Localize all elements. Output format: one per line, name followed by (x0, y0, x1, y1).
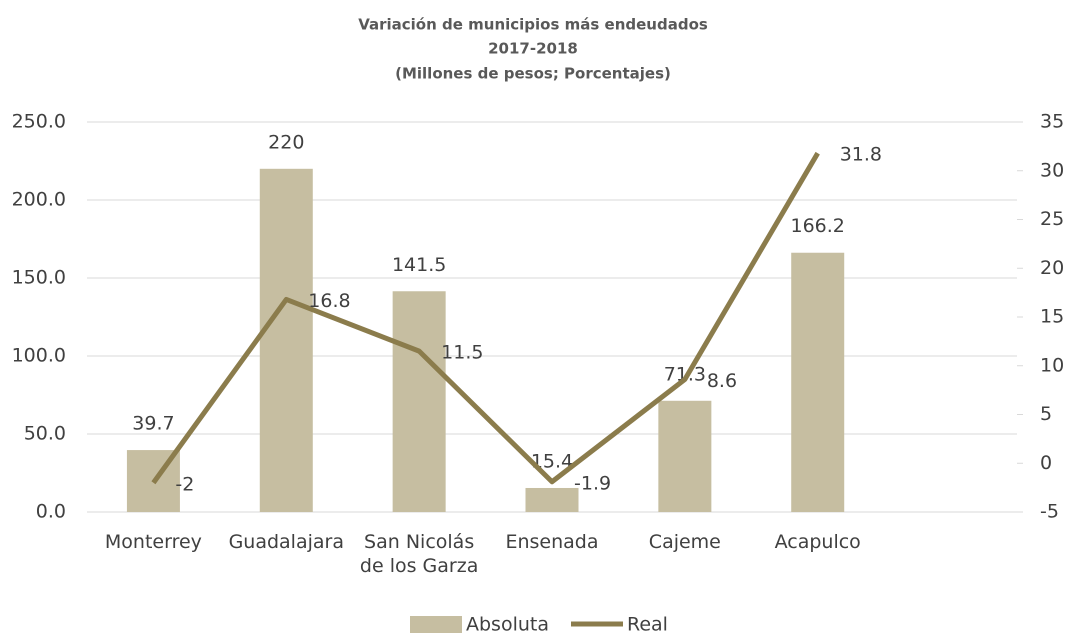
y2-tick-label: 10 (1040, 354, 1064, 376)
line-value-label: 16.8 (308, 290, 350, 312)
x-tick-label: Acapulco (774, 531, 861, 553)
y2-tick-label: 5 (1040, 403, 1052, 425)
bar-value-label: 220 (268, 131, 304, 153)
y-tick-label: 0.0 (36, 501, 66, 523)
y2-tick-label: 20 (1040, 257, 1064, 279)
y-tick-label: 100.0 (12, 345, 66, 367)
y-tick-label: 250.0 (12, 111, 66, 133)
y-tick-label: 200.0 (12, 189, 66, 211)
legend-swatch (410, 616, 462, 633)
line (151, 151, 820, 485)
chart-units: (Millones de pesos; Porcentajes) (395, 65, 671, 83)
y2-tick-label: 35 (1040, 111, 1064, 133)
bar (392, 291, 446, 512)
bar-value-label: 39.7 (132, 413, 174, 435)
legend-label: Absoluta (466, 614, 549, 635)
bar (259, 168, 313, 513)
x-tick-label: Ensenada (505, 531, 599, 553)
y2-tick-label: 0 (1040, 452, 1052, 474)
bar (791, 252, 845, 512)
y2-tick-label: 25 (1040, 208, 1064, 230)
bar-value-label: 141.5 (392, 254, 446, 276)
line-value-label: 31.8 (840, 144, 882, 166)
line-value-label: 8.6 (707, 370, 737, 392)
legend-label: Real (627, 614, 668, 635)
y2-tick-label: 15 (1040, 306, 1064, 328)
chart-subtitle: 2017-2018 (488, 40, 578, 58)
bar (658, 400, 712, 512)
x-tick-label: San Nicolás de los Garza (359, 531, 479, 577)
y-tick-label: 50.0 (24, 423, 66, 445)
line-value-label: -2 (175, 473, 194, 495)
chart-title: Variación de municipios más endeudados (358, 16, 708, 34)
x-tick-label: Monterrey (104, 531, 202, 553)
x-tick-label: Guadalajara (228, 531, 344, 553)
bar-value-label: 71.3 (664, 363, 706, 385)
x-tick-label: Cajeme (648, 531, 721, 553)
y-tick-label: 150.0 (12, 267, 66, 289)
y2-tick-label: 30 (1040, 159, 1064, 181)
bar-value-label: 166.2 (791, 215, 845, 237)
bar-value-label: 15.4 (531, 450, 573, 472)
y2-tick-label: -5 (1040, 501, 1059, 523)
line-value-label: -1.9 (574, 472, 611, 494)
line-value-label: 11.5 (441, 342, 483, 364)
bar (525, 487, 579, 512)
